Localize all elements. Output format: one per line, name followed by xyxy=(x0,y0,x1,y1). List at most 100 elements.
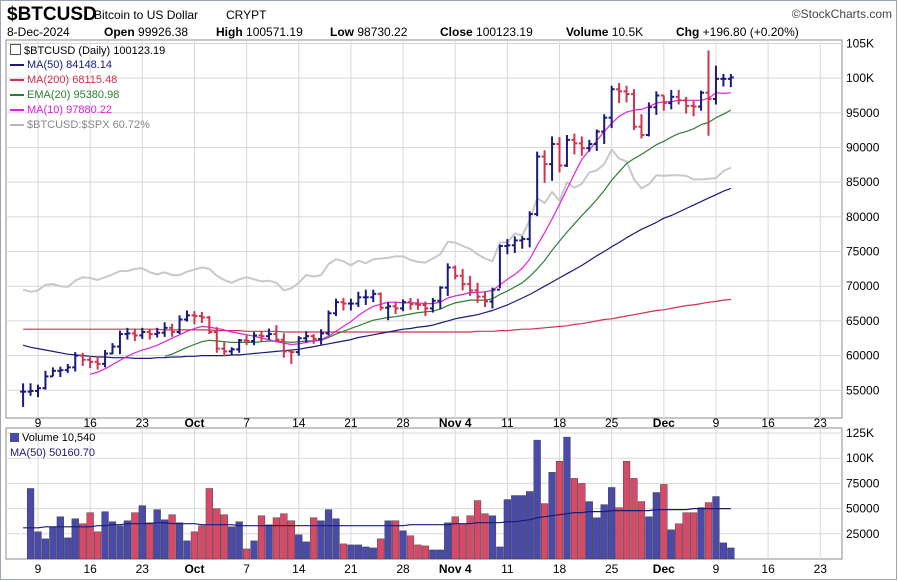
quote-close: Close 100123.19 xyxy=(440,25,533,39)
volume-bar xyxy=(563,436,571,560)
volume-bar xyxy=(444,522,452,560)
volume-x-tick-label: 21 xyxy=(344,562,358,576)
logo-text: StockCharts.com xyxy=(800,7,892,21)
quote-high: High 100571.19 xyxy=(216,25,303,39)
volume-bar xyxy=(481,513,489,560)
volume-bar-icon xyxy=(10,433,19,442)
volume-bar xyxy=(295,534,303,560)
volume-x-tick-label: 9 xyxy=(35,562,42,576)
volume-bar xyxy=(213,508,221,560)
volume-bar xyxy=(690,512,698,560)
volume-bar xyxy=(347,544,355,560)
volume-bar xyxy=(168,514,176,560)
quote-date: 8-Dec-2024 xyxy=(7,25,70,39)
volume-bar xyxy=(727,547,735,560)
chg-label: Chg xyxy=(676,25,700,39)
volume-bar xyxy=(414,544,422,560)
legend-ma10: MA(10) 97880.22 xyxy=(10,104,112,116)
legend-ma10-text: MA(10) 97880.22 xyxy=(27,104,112,116)
price-x-tick-label: 14 xyxy=(292,416,306,430)
price-tick-label: 80000 xyxy=(846,210,880,224)
volume-bar xyxy=(593,517,601,560)
price-tick-label: 75000 xyxy=(846,245,880,259)
price-tick-label: 85000 xyxy=(846,175,880,189)
ratio-line xyxy=(22,148,732,293)
price-x-tick-label: 23 xyxy=(814,416,828,430)
price-x-tick-label: Oct xyxy=(184,416,204,430)
ratio-swatch-icon xyxy=(10,124,24,127)
volume-ma50-line xyxy=(23,508,731,529)
volume-tick-label: 25000 xyxy=(846,527,880,541)
legend-ema20: EMA(20) 95380.98 xyxy=(10,89,119,101)
volume-x-tick-label: 16 xyxy=(83,562,97,576)
quote-open: Open 99926.38 xyxy=(104,25,188,39)
volume-bar xyxy=(585,501,593,560)
volume-ma-legend: MA(50) 50160.70 xyxy=(10,447,95,459)
volume-bar xyxy=(369,547,377,560)
volume-bar xyxy=(175,522,184,560)
volume-x-tick-label: 23 xyxy=(814,562,828,576)
price-tick-label: 55000 xyxy=(846,383,880,397)
volume-bar xyxy=(228,526,236,560)
volume-ma-legend-text: MA(50) 50160.70 xyxy=(10,447,95,459)
open-value: 99926.38 xyxy=(138,25,189,39)
volume-bar xyxy=(108,521,117,560)
quote-volume: Volume 10.5K xyxy=(566,25,643,39)
open-label: Open xyxy=(104,25,135,39)
volume-x-tick-label: 28 xyxy=(396,562,410,576)
volume-bar xyxy=(384,520,392,560)
volume-bar xyxy=(123,520,132,560)
volume-bar xyxy=(637,501,646,560)
volume-value: 10.5K xyxy=(611,25,644,39)
close-value: 100123.19 xyxy=(476,25,533,39)
volume-bar xyxy=(26,488,35,560)
volume-label: Volume xyxy=(566,25,609,39)
volume-bar xyxy=(86,512,94,560)
volume-bar xyxy=(719,542,728,560)
volume-bar xyxy=(667,529,675,560)
volume-x-tick-label: 16 xyxy=(761,562,775,576)
volume-bar xyxy=(578,483,586,560)
price-tick-label: 65000 xyxy=(846,314,880,328)
volume-bar xyxy=(49,526,57,560)
volume-bar xyxy=(496,546,504,560)
volume-bar xyxy=(310,517,318,560)
volume-bar xyxy=(392,520,400,560)
volume-tick-label: 75000 xyxy=(846,476,880,490)
volume-bar xyxy=(287,520,295,560)
price-x-tick-label: 9 xyxy=(713,416,720,430)
legend-ema20-text: EMA(20) 95380.98 xyxy=(27,89,120,101)
volume-bar xyxy=(190,531,199,560)
volume-bar xyxy=(451,516,459,560)
volume-bar xyxy=(34,531,42,560)
low-label: Low xyxy=(330,25,354,39)
price-x-tick-label: 16 xyxy=(761,416,775,430)
stockcharts-logo[interactable]: ©StockCharts.com xyxy=(792,7,892,21)
volume-bar xyxy=(235,521,243,560)
quote-change: Chg +196.80 (+0.20%) xyxy=(676,25,799,39)
volume-bar xyxy=(265,524,273,560)
ma50-line xyxy=(22,187,732,359)
volume-bar xyxy=(645,516,653,560)
volume-bar xyxy=(317,520,325,560)
volume-bar xyxy=(324,509,333,560)
volume-bar xyxy=(101,511,109,560)
volume-bar xyxy=(406,535,415,560)
volume-bar xyxy=(421,545,430,560)
volume-bar xyxy=(503,499,511,560)
price-x-tick-label: 9 xyxy=(35,416,42,430)
price-tick-label: 70000 xyxy=(846,279,880,293)
volume-bar xyxy=(652,492,660,560)
legend-ratio-text: $BTCUSD:$SPX 60.72% xyxy=(27,119,150,131)
ema20-swatch-icon xyxy=(10,94,24,97)
volume-bar xyxy=(332,518,340,560)
quote-low: Low 98730.22 xyxy=(330,25,407,39)
volume-bar xyxy=(161,519,169,560)
volume-bar xyxy=(205,488,213,560)
volume-bar xyxy=(488,515,497,560)
volume-bar xyxy=(242,548,251,560)
volume-bar xyxy=(131,512,139,560)
volume-x-tick-label: 11 xyxy=(501,562,514,576)
